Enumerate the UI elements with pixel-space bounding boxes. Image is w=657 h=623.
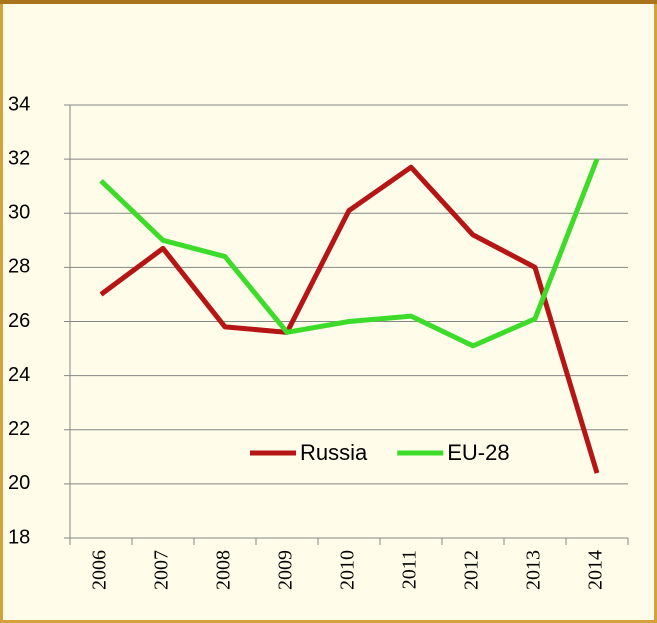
x-tick-label: 2008: [213, 550, 235, 590]
y-tick-label: 20: [8, 472, 30, 494]
legend-label: Russia: [300, 440, 368, 465]
x-tick-label: 2010: [337, 550, 359, 590]
y-tick-label: 22: [8, 418, 30, 440]
y-tick-label: 24: [8, 364, 30, 386]
x-tick-label: 2014: [585, 550, 607, 590]
x-tick-label: 2012: [461, 550, 483, 590]
y-tick-label: 30: [8, 202, 30, 224]
x-tick-label: 2013: [523, 550, 545, 590]
y-tick-label: 28: [8, 256, 30, 278]
x-tick-label: 2007: [151, 550, 173, 590]
y-tick-label: 32: [8, 147, 30, 169]
y-tick-label: 34: [8, 93, 30, 115]
x-tick-label: 2006: [89, 550, 111, 590]
x-tick-label: 2009: [275, 550, 297, 590]
x-tick-label: 2011: [399, 550, 421, 589]
series-line: [99, 158, 600, 349]
y-tick-label: 26: [8, 310, 30, 332]
series-line: [99, 164, 600, 474]
legend-label: EU-28: [447, 440, 509, 465]
y-tick-label: 18: [8, 526, 30, 548]
